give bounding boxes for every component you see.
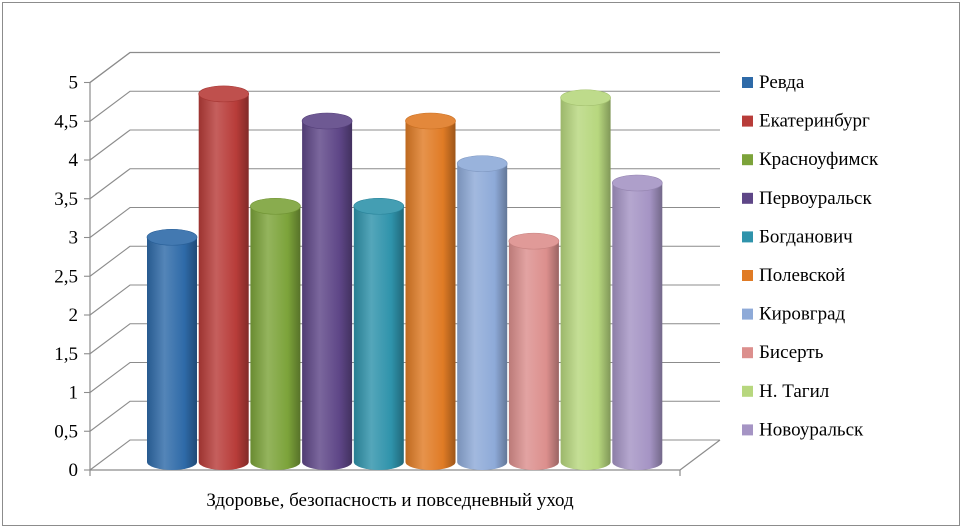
legend-label: Екатеринбург <box>759 111 870 132</box>
legend-item: Бисерть <box>742 342 824 363</box>
legend-label: Богданович <box>759 226 853 247</box>
legend-label: Н. Тагил <box>759 381 830 402</box>
y-tick-label: 4,5 <box>54 111 78 132</box>
gridline <box>89 129 720 161</box>
x-axis: Здоровье, безопасность и повседневный ух… <box>206 490 574 511</box>
y-tick-label: 1,5 <box>54 344 78 365</box>
gridline <box>89 90 720 122</box>
legend-swatch <box>742 424 753 436</box>
bar-body <box>560 97 611 470</box>
legend-item: Кировград <box>742 304 846 325</box>
y-tick-label: 1 <box>69 383 79 404</box>
bar-body <box>198 93 249 470</box>
legend-swatch <box>742 154 753 166</box>
y-tick-label: 0,5 <box>54 421 78 442</box>
legend-swatch <box>742 77 753 88</box>
bar-body <box>405 121 456 470</box>
bar <box>405 112 456 470</box>
bar-body <box>457 163 508 470</box>
bar <box>456 155 508 470</box>
y-tick-label: 3 <box>69 228 79 249</box>
legend-label: Красноуфимск <box>759 149 879 170</box>
legend: Ревда Екатеринбург Красноуфимск Первоуральс… <box>742 72 879 440</box>
legend-swatch <box>742 115 753 127</box>
back-wall-top <box>89 51 720 83</box>
legend-label: Первоуральск <box>759 188 872 209</box>
bar <box>198 85 249 470</box>
legend-item: Екатеринбург <box>742 111 870 132</box>
legend-item: Красноуфимск <box>742 149 879 170</box>
bars <box>146 85 663 470</box>
legend-label: Ревда <box>759 72 805 93</box>
bar <box>560 89 611 470</box>
y-tick-label: 2 <box>69 305 79 326</box>
legend-label: Полевской <box>759 265 845 286</box>
bar-top <box>353 197 405 215</box>
y-axis: 0 0,5 1 1,5 2 2,5 3 3,5 4 4,5 5 <box>54 73 90 481</box>
bar-top <box>560 89 611 107</box>
y-tick-label: 2,5 <box>54 266 78 287</box>
bar <box>250 197 301 470</box>
bar-top <box>508 232 560 250</box>
y-tick-label: 5 <box>69 73 79 94</box>
gridline <box>89 206 720 238</box>
bar <box>353 197 405 470</box>
legend-swatch <box>742 192 753 204</box>
bar-top <box>301 112 353 130</box>
legend-item: Ревда <box>742 72 805 93</box>
bar-body <box>250 206 301 470</box>
legend-item: Н. Тагил <box>742 381 830 402</box>
bar-body <box>353 206 404 470</box>
x-tick-label: Здоровье, безопасность и повседневный ух… <box>206 490 574 511</box>
legend-swatch <box>742 308 753 320</box>
y-tick-label: 0 <box>69 460 79 481</box>
bar-top <box>405 112 456 130</box>
gridline <box>89 168 720 200</box>
legend-swatch <box>742 231 753 243</box>
bar-body <box>302 121 353 470</box>
legend-item: Богданович <box>742 226 853 247</box>
legend-swatch <box>742 270 753 281</box>
legend-swatch <box>742 347 753 359</box>
bar <box>146 228 198 470</box>
bar <box>301 112 353 470</box>
legend-item: Первоуральск <box>742 188 872 209</box>
legend-item: Полевской <box>742 265 845 286</box>
bar-body <box>147 237 197 470</box>
legend-label: Новоуральск <box>759 419 864 440</box>
bar-top <box>198 85 249 103</box>
bar-body <box>612 183 663 470</box>
gridline <box>89 51 720 83</box>
legend-item: Новоуральск <box>742 419 864 440</box>
bar-top <box>456 155 508 172</box>
legend-label: Бисерть <box>759 342 824 363</box>
legend-label: Кировград <box>759 304 846 325</box>
bar-top <box>250 197 301 215</box>
bar-top <box>146 228 198 246</box>
legend-swatch <box>742 385 753 397</box>
y-tick-label: 4 <box>69 150 79 171</box>
bar-top <box>611 174 663 192</box>
y-tick-label: 3,5 <box>54 189 78 210</box>
bar <box>611 174 663 470</box>
bar <box>508 232 560 470</box>
bar-body <box>508 241 559 470</box>
